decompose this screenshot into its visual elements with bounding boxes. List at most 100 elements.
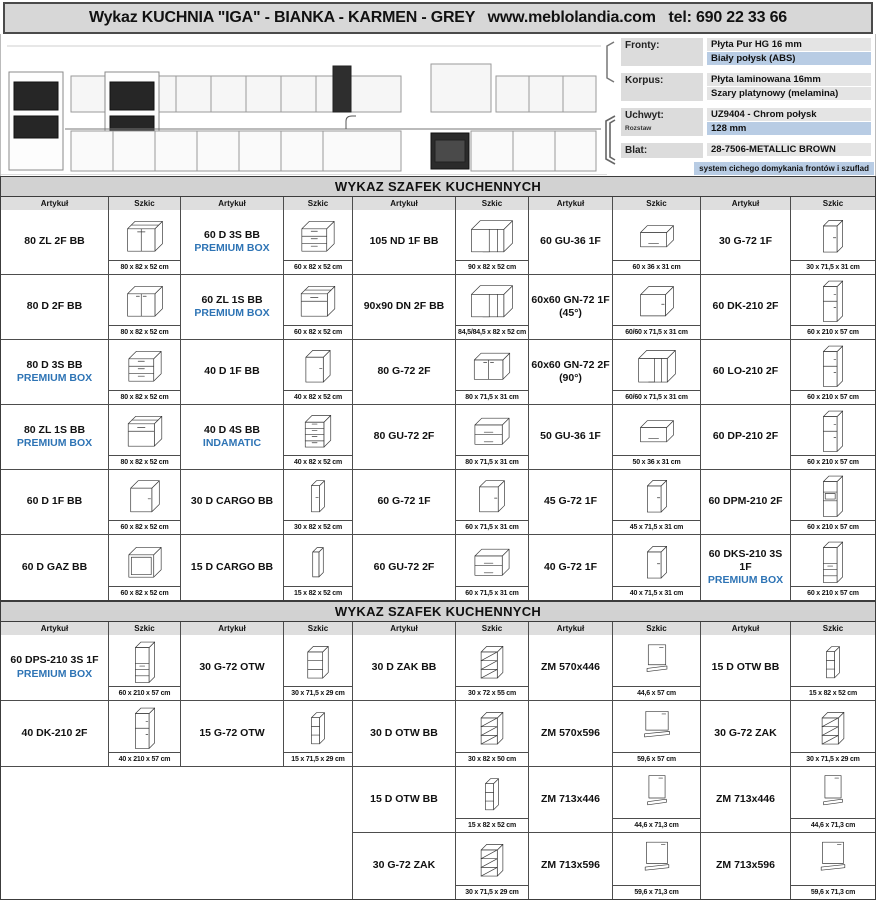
cabinet-code: 60 D 1F BB [26,495,83,508]
artykul-cell: ZM 713x596 [529,833,613,899]
artykul-cell: 80 D 3S BB PREMIUM BOX [1,340,109,405]
cabinet-code-line2: (45°) [559,307,582,319]
cabinet-dimensions: 80 x 82 x 52 cm [109,390,180,404]
empty-cell [1,767,353,899]
column-header-artykul: Artykuł [353,197,456,211]
cabinet-code: 40 D 4S BB [203,423,261,436]
cabinet-sketch [456,701,528,752]
cabinet-code: 45 G-72 1F [543,495,598,508]
page-title: Wykaz KUCHNIA "IGA" - BIANKA - KARMEN - … [3,2,873,34]
cabinet-code: 60 GU-72 2F [373,560,435,573]
cabinet-code: 105 ND 1F BB [369,235,439,248]
spec-label: Fronty: [621,38,703,66]
szkic-cell: 44,6 x 71,3 cm [791,767,875,833]
szkic-cell: 44,6 x 71,3 cm [613,767,701,833]
szkic-cell: 44,6 x 57 cm [613,635,701,701]
cabinet-sketch [613,405,700,455]
cabinet-sketch [284,210,352,260]
column-header-szkic: Szkic [284,197,353,211]
szkic-cell: 45 x 71,5 x 31 cm [613,470,701,535]
cabinet-sketch [791,405,875,455]
artykul-cell: 80 ZL 1S BB PREMIUM BOX [1,405,109,470]
cabinet-dimensions: 40 x 82 x 52 cm [284,390,352,404]
column-header-artykul: Artykuł [1,622,109,636]
cabinet-badge: PREMIUM BOX [16,372,93,384]
cabinet-code: 60 ZL 1S BB [201,293,263,306]
cabinet-code: 30 D ZAK BB [371,660,437,673]
column-header-szkic: Szkic [284,622,353,636]
cabinet-sketch [109,340,180,390]
szkic-cell: 60 x 82 x 52 cm [109,535,181,600]
cabinet-code: 80 ZL 1S BB [23,423,86,436]
column-header-artykul: Artykuł [701,197,791,211]
cabinet-sketch [791,275,875,325]
cabinet-badge: PREMIUM BOX [194,242,270,254]
cabinet-dimensions: 50 x 36 x 31 cm [613,455,700,469]
cabinet-dimensions: 60/60 x 71,5 x 31 cm [613,325,700,339]
szkic-cell: 80 x 71,5 x 31 cm [456,405,529,470]
cabinet-code: 60 DK-210 2F [712,300,779,313]
szkic-cell: 30 x 82 x 52 cm [284,470,353,535]
cabinet-sketch [456,405,528,455]
cabinet-sketch [613,833,700,885]
cabinet-code: 15 G-72 OTW [199,726,265,739]
artykul-cell: 15 D OTW BB [701,635,791,701]
artykul-cell: ZM 713x446 [701,767,791,833]
cabinet-sketch [613,275,700,325]
cabinet-sketch [791,470,875,520]
artykul-cell: 60 GU-72 2F [353,535,456,600]
szkic-cell: 15 x 82 x 52 cm [791,635,875,701]
cabinet-dimensions: 30 x 71,5 x 31 cm [791,260,875,274]
cabinet-code: 15 D CARGO BB [190,560,274,573]
cabinet-badge: PREMIUM BOX [16,437,93,449]
szkic-cell: 60 x 71,5 x 31 cm [456,470,529,535]
artykul-cell: 90x90 DN 2F BB [353,275,456,340]
szkic-cell: 59,6 x 71,3 cm [613,833,701,899]
cabinet-sketch [791,701,875,752]
spec-row: Korpus: Płyta laminowana 16mm Szary platyn… [621,73,871,101]
szkic-cell: 30 x 71,5 x 29 cm [456,833,529,899]
cabinet-dimensions: 59,6 x 71,3 cm [613,885,700,899]
cabinet-code: 60 DPM-210 2F [708,495,783,508]
artykul-cell: 60 G-72 1F [353,470,456,535]
szkic-cell: 60 x 82 x 52 cm [109,470,181,535]
cabinet-sketch [284,635,352,686]
artykul-cell: 60x60 GN-72 1F (45°) [529,275,613,340]
szkic-cell: 60 x 71,5 x 31 cm [456,535,529,600]
szkic-cell: 60 x 210 x 57 cm [109,635,181,701]
szkic-cell: 15 x 82 x 52 cm [284,535,353,600]
cabinet-dimensions: 60 x 82 x 52 cm [284,325,352,339]
artykul-cell: 60 DPM-210 2F [701,470,791,535]
cabinet-dimensions: 59,6 x 71,3 cm [791,885,875,899]
column-header-szkic: Szkic [109,197,181,211]
cabinet-code: 80 G-72 2F [377,365,431,378]
szkic-cell: 60 x 82 x 52 cm [284,210,353,275]
cabinet-dimensions: 60 x 82 x 52 cm [284,260,352,274]
artykul-cell: 15 G-72 OTW [181,701,284,767]
szkic-cell: 30 x 71,5 x 31 cm [791,210,875,275]
cabinet-dimensions: 84,5/84,5 x 82 x 52 cm [456,325,528,339]
cabinet-dimensions: 30 x 71,5 x 29 cm [284,686,352,700]
spec-value: 28-7506-METALLIC BROWN [707,143,871,156]
szkic-cell: 80 x 71,5 x 31 cm [456,340,529,405]
cabinet-sketch [109,275,180,325]
specs-rows: Fronty: Płyta Pur HG 16 mm Biały połysk (A… [621,38,871,158]
column-header-szkic: Szkic [613,622,701,636]
cabinet-dimensions: 44,6 x 71,3 cm [791,818,875,832]
column-header-artykul: Artykuł [181,197,284,211]
cabinet-sketch [613,635,700,686]
artykul-cell: 60 DP-210 2F [701,405,791,470]
cabinet-sketch [456,210,528,260]
szkic-cell: 40 x 82 x 52 cm [284,340,353,405]
cabinet-dimensions: 15 x 82 x 52 cm [791,686,875,700]
cabinet-dimensions: 44,6 x 71,3 cm [613,818,700,832]
cabinet-dimensions: 60/60 x 71,5 x 31 cm [613,390,700,404]
szkic-cell: 60/60 x 71,5 x 31 cm [613,275,701,340]
cabinet-section-2: WYKAZ SZAFEK KUCHENNYCH Artykuł Szkic Artyk… [0,601,876,900]
cabinet-section-1: WYKAZ SZAFEK KUCHENNYCH Artykuł Szkic Artyk… [0,176,876,601]
artykul-cell: 40 D 4S BB INDAMATIC [181,405,284,470]
artykul-cell: 15 D CARGO BB [181,535,284,600]
artykul-cell: 30 G-72 ZAK [353,833,456,899]
cabinet-dimensions: 15 x 82 x 52 cm [284,586,352,600]
szkic-cell: 15 x 71,5 x 29 cm [284,701,353,767]
